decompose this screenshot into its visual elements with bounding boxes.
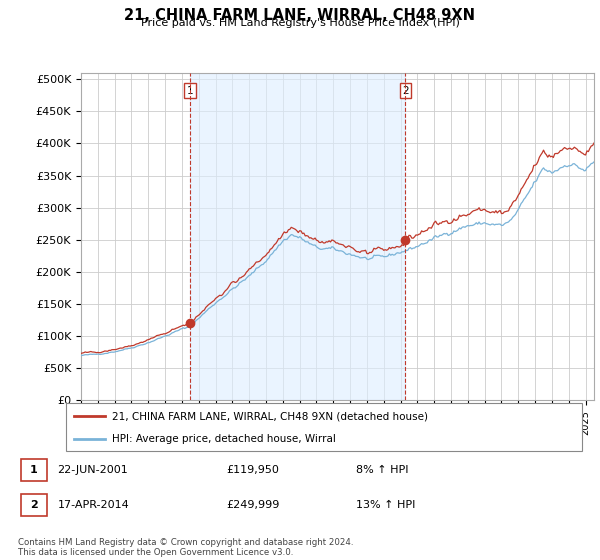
Text: 1: 1 <box>187 86 193 96</box>
Bar <box>190 73 406 400</box>
Text: HPI: Average price, detached house, Wirral: HPI: Average price, detached house, Wirr… <box>112 434 337 444</box>
Text: 17-APR-2014: 17-APR-2014 <box>58 500 129 510</box>
Text: 13% ↑ HPI: 13% ↑ HPI <box>356 500 416 510</box>
Text: 8% ↑ HPI: 8% ↑ HPI <box>356 465 409 475</box>
FancyBboxPatch shape <box>66 403 582 451</box>
Text: Contains HM Land Registry data © Crown copyright and database right 2024.
This d: Contains HM Land Registry data © Crown c… <box>18 538 353 557</box>
Text: 21, CHINA FARM LANE, WIRRAL, CH48 9XN (detached house): 21, CHINA FARM LANE, WIRRAL, CH48 9XN (d… <box>112 411 428 421</box>
Text: 1: 1 <box>30 465 38 475</box>
Text: 22-JUN-2001: 22-JUN-2001 <box>58 465 128 475</box>
FancyBboxPatch shape <box>21 459 47 480</box>
Text: Price paid vs. HM Land Registry's House Price Index (HPI): Price paid vs. HM Land Registry's House … <box>140 18 460 29</box>
Text: £249,999: £249,999 <box>227 500 280 510</box>
Text: 2: 2 <box>402 86 409 96</box>
FancyBboxPatch shape <box>21 494 47 516</box>
Text: 2: 2 <box>30 500 38 510</box>
Text: £119,950: £119,950 <box>227 465 280 475</box>
Text: 21, CHINA FARM LANE, WIRRAL, CH48 9XN: 21, CHINA FARM LANE, WIRRAL, CH48 9XN <box>125 8 476 24</box>
